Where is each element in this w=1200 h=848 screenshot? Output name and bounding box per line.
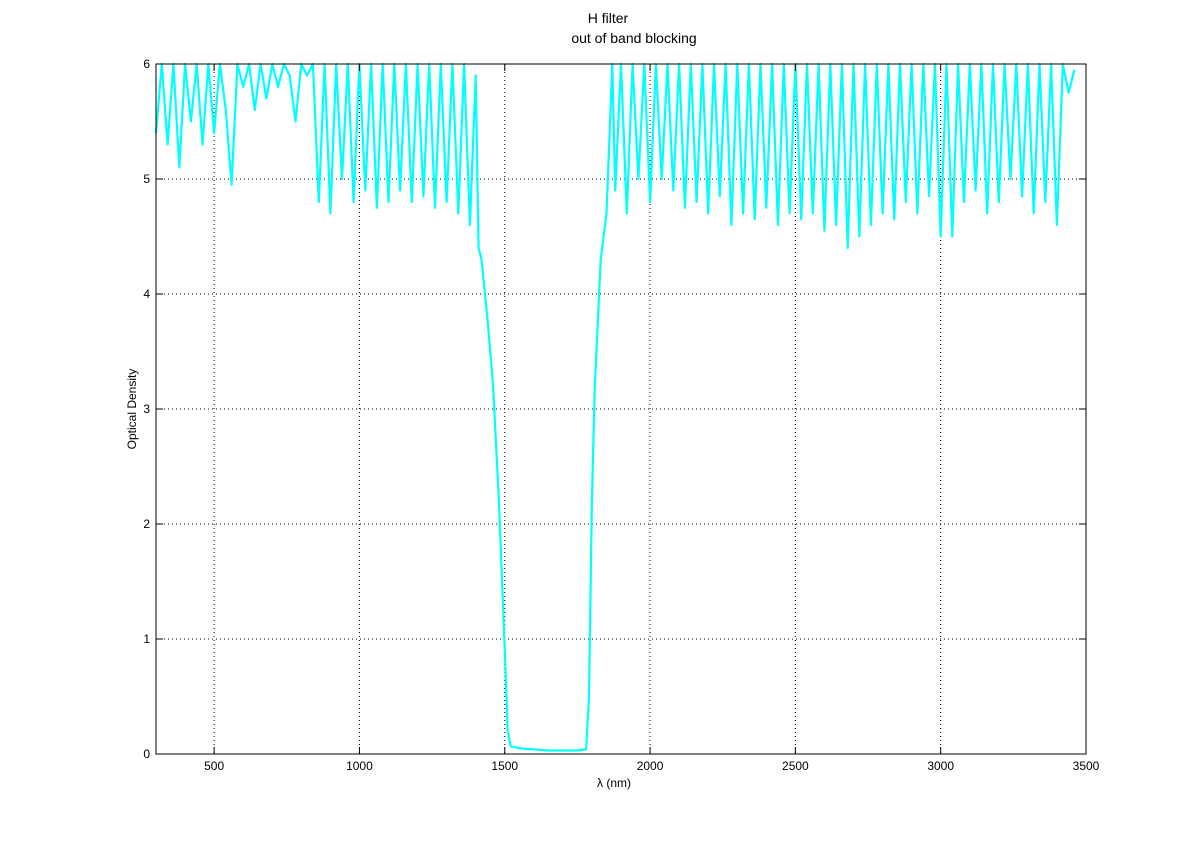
y-tick-label: 3 [143, 402, 150, 416]
y-tick-label: 4 [143, 287, 150, 301]
y-tick-label: 5 [143, 172, 150, 186]
y-axis-label: Optical Density [125, 369, 139, 450]
x-tick-label: 1000 [346, 759, 373, 773]
plot-area [154, 62, 1076, 752]
x-tick-label: 2000 [637, 759, 664, 773]
x-tick-label: 500 [204, 759, 224, 773]
x-tick-label: 3000 [927, 759, 954, 773]
chart-title-line-2: out of band blocking [571, 30, 696, 46]
x-axis-label: λ (nm) [597, 776, 631, 790]
y-tick-label: 2 [143, 517, 150, 531]
data-series-line [154, 62, 1076, 752]
x-tick-label: 3500 [1073, 759, 1100, 773]
chart-title-line-1: H filter [588, 10, 629, 26]
x-tick-label: 1500 [491, 759, 518, 773]
y-tick-label: 6 [143, 57, 150, 71]
x-tick-label: 2500 [782, 759, 809, 773]
ticks: 500 1000 1500 2000 2500 3000 3500 0 1 2 3 4 5 6 [143, 57, 1099, 773]
y-tick-label: 0 [143, 747, 150, 761]
y-tick-label: 1 [143, 632, 150, 646]
grid [156, 64, 1086, 754]
